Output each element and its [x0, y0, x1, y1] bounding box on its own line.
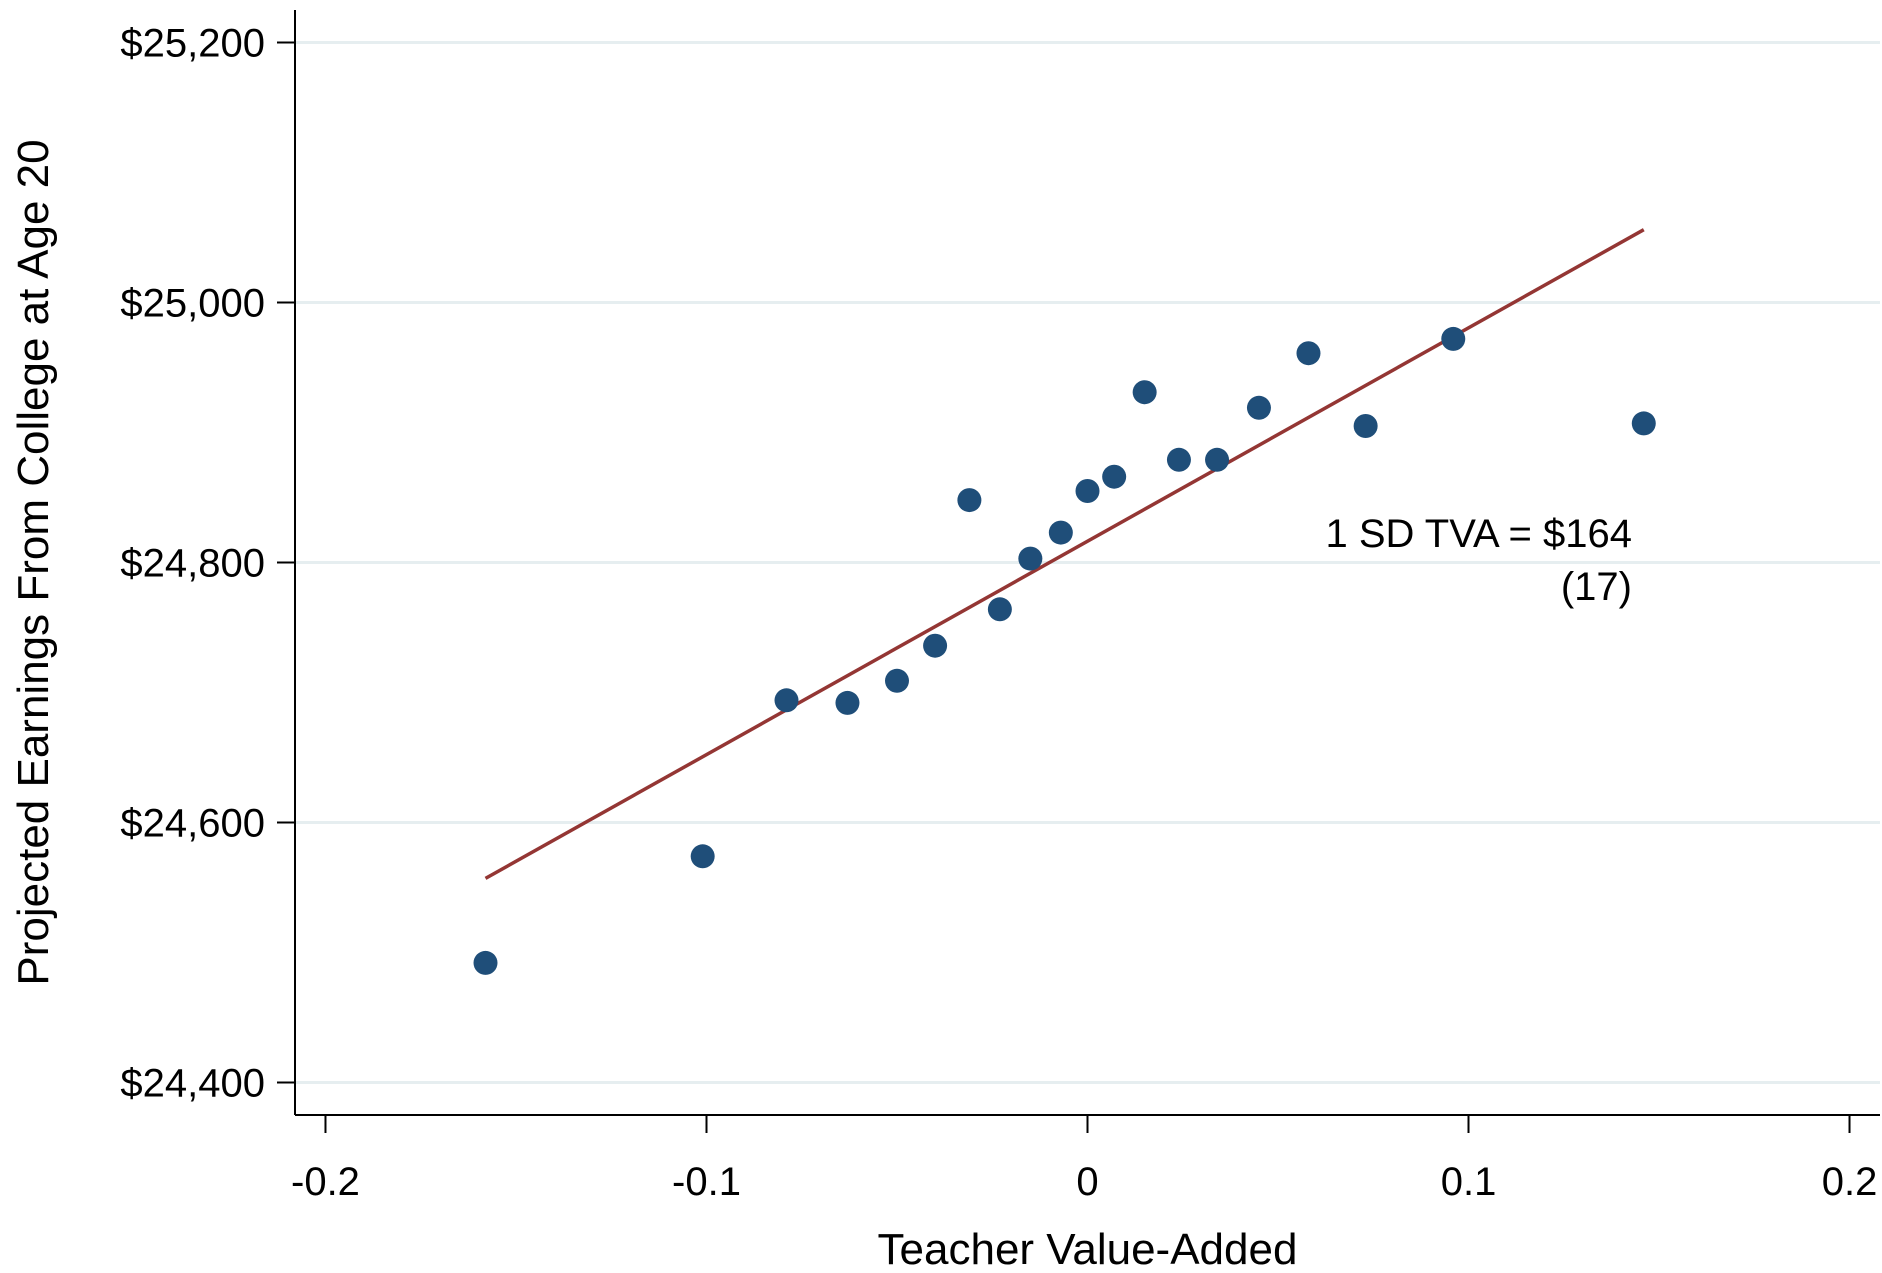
data-point-5	[923, 633, 948, 658]
axes: $24,400 $24,600 $24,800 $25,000 $25,200 -0.2 -…	[120, 10, 1880, 1204]
data-point-11	[1102, 464, 1127, 489]
annotation-standard-error: (17)	[1561, 565, 1632, 609]
data-point-15	[1246, 395, 1271, 420]
data-point-19	[1631, 411, 1656, 436]
x-tick-label-4: 0.2	[1822, 1160, 1878, 1204]
data-point-16	[1296, 341, 1321, 366]
x-axis-title: Teacher Value-Added	[878, 1225, 1298, 1268]
data-point-7	[987, 597, 1012, 622]
y-tick-label-1: $24,600	[120, 802, 265, 846]
data-point-1	[690, 844, 715, 869]
annotation-effect-size: 1 SD TVA = $164	[1325, 512, 1632, 556]
y-tick-label-2: $24,800	[120, 542, 265, 586]
y-tick-label-3: $25,000	[120, 282, 265, 326]
x-tick-label-1: -0.1	[672, 1160, 741, 1204]
data-point-14	[1205, 447, 1230, 472]
data-point-18	[1441, 326, 1466, 351]
data-point-2	[774, 688, 799, 713]
data-point-10	[1075, 479, 1100, 503]
y-tick-label-4: $25,200	[120, 22, 265, 66]
x-tick-label-0: -0.2	[291, 1160, 360, 1204]
data-point-9	[1048, 520, 1073, 545]
data-point-12	[1132, 380, 1157, 405]
chart-text: Teacher Value-Added Projected Earnings F…	[9, 139, 1632, 1273]
data-points	[473, 326, 1656, 975]
data-point-8	[1018, 546, 1043, 571]
grid-lines	[295, 41, 1880, 1084]
x-tick-label-3: 0.1	[1441, 1160, 1497, 1204]
data-point-3	[835, 690, 860, 715]
y-tick-label-0: $24,400	[120, 1062, 265, 1106]
data-point-17	[1353, 414, 1378, 438]
data-point-0	[473, 950, 498, 975]
data-point-4	[884, 668, 909, 693]
x-tick-label-2: 0	[1076, 1160, 1098, 1204]
y-axis-title: Projected Earnings From College at Age 2…	[9, 139, 58, 985]
data-point-13	[1166, 447, 1191, 472]
data-point-6	[957, 488, 982, 513]
